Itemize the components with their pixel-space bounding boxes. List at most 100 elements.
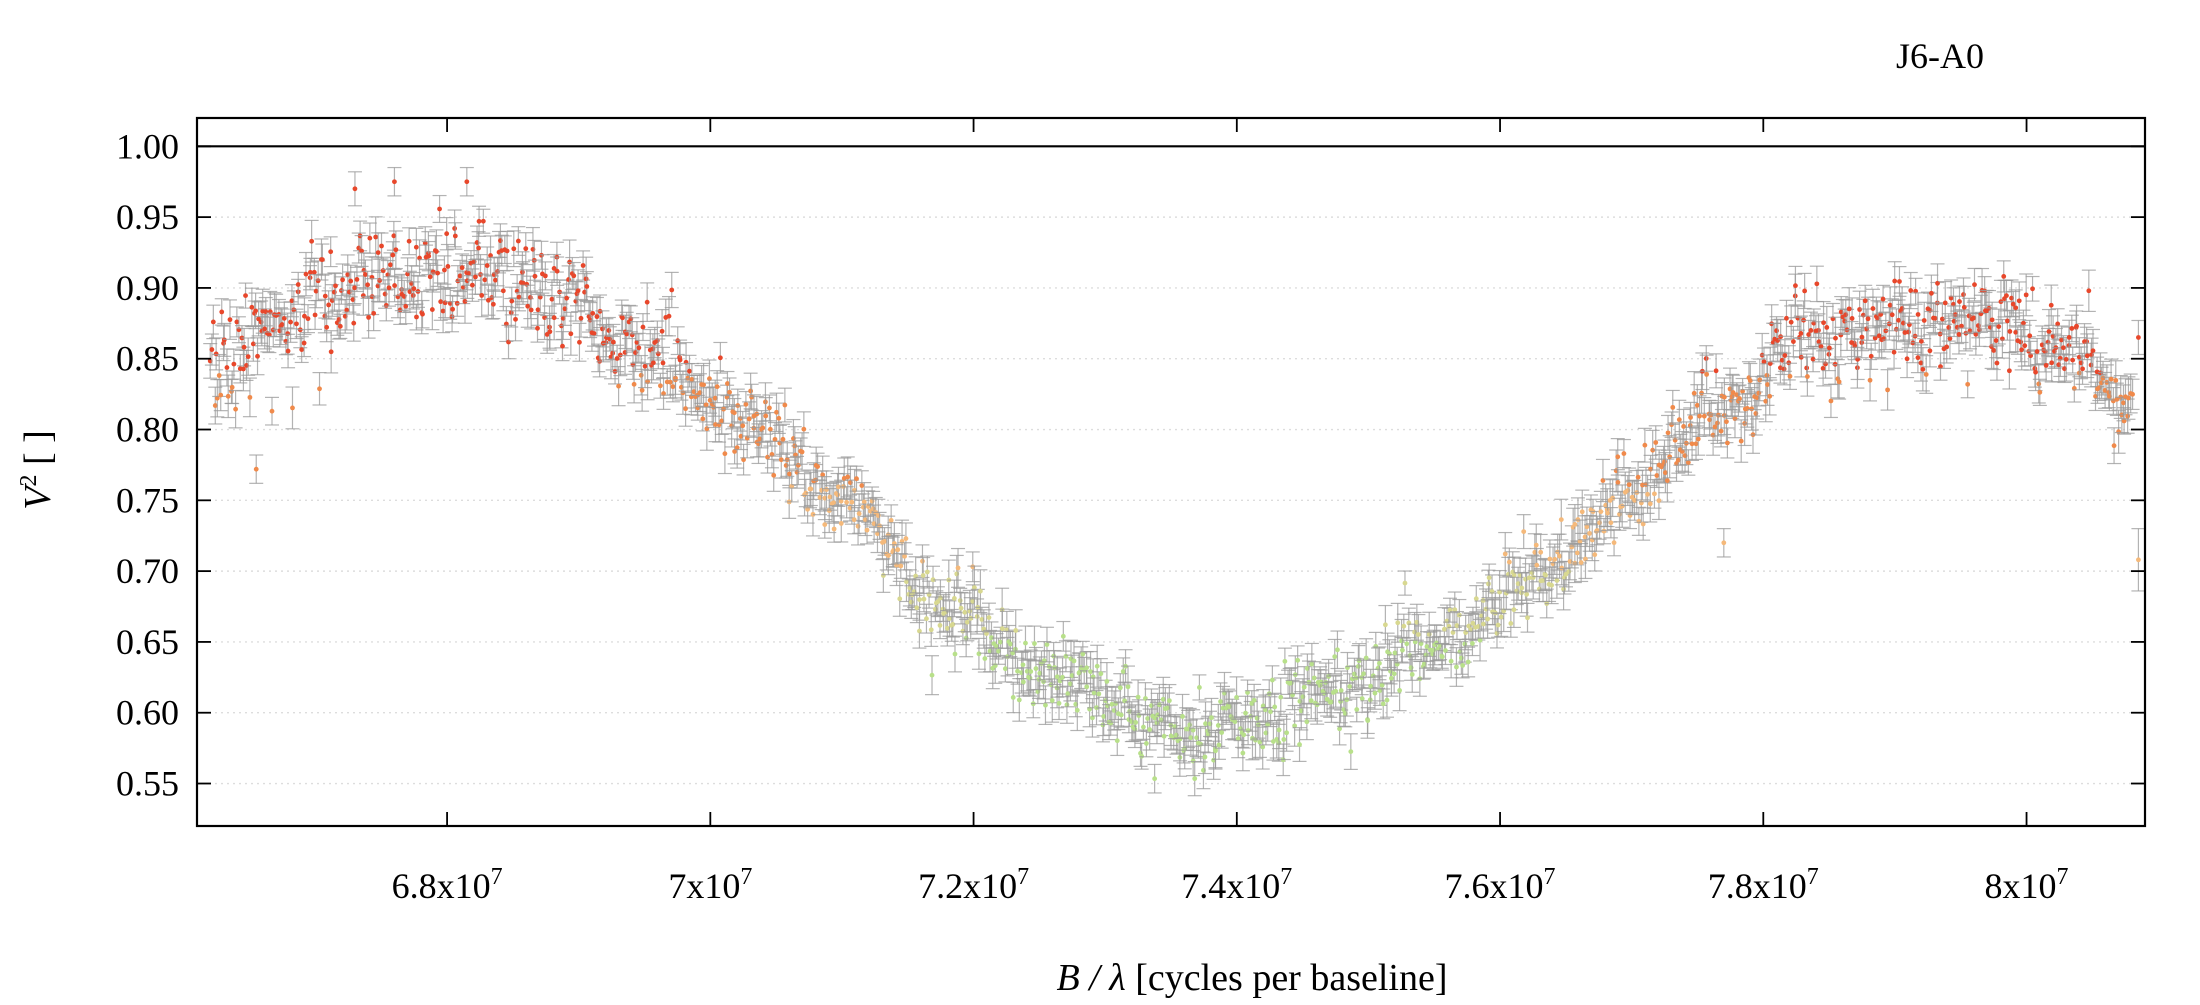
point-marker (1219, 730, 1224, 735)
data-point (285, 387, 299, 429)
point-marker (1534, 563, 1539, 568)
point-marker (632, 382, 637, 387)
point-marker (249, 305, 254, 310)
point-marker (304, 272, 309, 277)
point-marker (1487, 575, 1492, 580)
point-marker (1549, 583, 1554, 588)
data-point (1638, 428, 1652, 462)
point-marker (1385, 698, 1390, 703)
point-marker (1377, 661, 1382, 666)
point-marker (323, 294, 328, 299)
point-marker (1080, 652, 1085, 657)
point-marker (881, 573, 886, 578)
point-marker (891, 548, 896, 553)
point-marker (1015, 669, 1020, 674)
point-marker (1410, 672, 1415, 677)
point-marker (365, 282, 370, 287)
data-point (1596, 459, 1610, 501)
point-marker (552, 315, 557, 320)
point-marker (1213, 748, 1218, 753)
data-point (893, 581, 907, 616)
point-marker (1272, 704, 1277, 709)
point-marker (747, 417, 752, 422)
point-marker (925, 570, 930, 575)
point-marker (1309, 662, 1314, 667)
point-marker (1636, 475, 1641, 480)
point-marker (920, 559, 925, 564)
point-marker (351, 321, 356, 326)
point-marker (1598, 509, 1603, 514)
point-marker (306, 316, 311, 321)
point-marker (248, 395, 253, 400)
point-marker (1521, 529, 1526, 534)
data-point (713, 342, 727, 373)
point-marker (898, 564, 903, 569)
point-marker (982, 656, 987, 661)
point-marker (1234, 695, 1239, 700)
point-marker (956, 566, 961, 571)
point-marker (324, 325, 329, 330)
point-marker (1365, 718, 1370, 723)
point-marker (288, 320, 293, 325)
point-marker (610, 351, 615, 356)
point-marker (640, 388, 645, 393)
point-marker (1218, 699, 1223, 704)
point-marker (355, 277, 360, 282)
point-marker (1361, 671, 1366, 676)
point-marker (1061, 634, 1066, 639)
point-marker (246, 354, 251, 359)
point-marker (839, 521, 844, 526)
point-marker (379, 244, 384, 249)
point-marker (387, 285, 392, 290)
point-marker (1147, 727, 1152, 732)
point-marker (1559, 517, 1564, 522)
point-marker (450, 307, 455, 312)
point-marker (482, 277, 487, 282)
point-marker (1057, 701, 1062, 706)
point-marker (748, 389, 753, 394)
point-marker (1332, 654, 1337, 659)
point-marker (1636, 519, 1641, 524)
point-marker (958, 598, 963, 603)
point-marker (1203, 755, 1208, 760)
data-point (210, 380, 224, 417)
point-marker (1217, 743, 1222, 748)
point-marker (815, 464, 820, 469)
point-marker (309, 239, 314, 244)
point-marker (921, 573, 926, 578)
point-marker (658, 383, 663, 388)
point-marker (366, 315, 371, 320)
point-marker (959, 606, 964, 611)
point-marker (1121, 669, 1126, 674)
data-point (1411, 615, 1425, 655)
point-marker (329, 349, 334, 354)
data-point (626, 350, 640, 379)
point-marker (771, 473, 776, 478)
point-marker (1642, 443, 1647, 448)
point-marker (1602, 529, 1607, 534)
data-point (579, 257, 593, 300)
point-marker (535, 326, 540, 331)
point-marker (411, 286, 416, 291)
data-point (448, 210, 462, 247)
point-marker (590, 311, 595, 316)
point-marker (727, 390, 732, 395)
point-marker (844, 500, 849, 505)
point-marker (460, 265, 465, 270)
point-marker (845, 475, 850, 480)
point-marker (924, 616, 929, 621)
point-marker (1347, 684, 1352, 689)
point-marker (1401, 624, 1406, 629)
point-marker (722, 451, 727, 456)
point-marker (1395, 620, 1400, 625)
data-point (409, 228, 423, 266)
point-marker (1460, 663, 1465, 668)
point-marker (774, 410, 779, 415)
point-marker (975, 614, 980, 619)
point-marker (743, 402, 748, 407)
point-marker (316, 278, 321, 283)
point-marker (371, 311, 376, 316)
point-marker (683, 406, 688, 411)
point-marker (1028, 669, 1033, 674)
point-marker (1075, 708, 1080, 713)
